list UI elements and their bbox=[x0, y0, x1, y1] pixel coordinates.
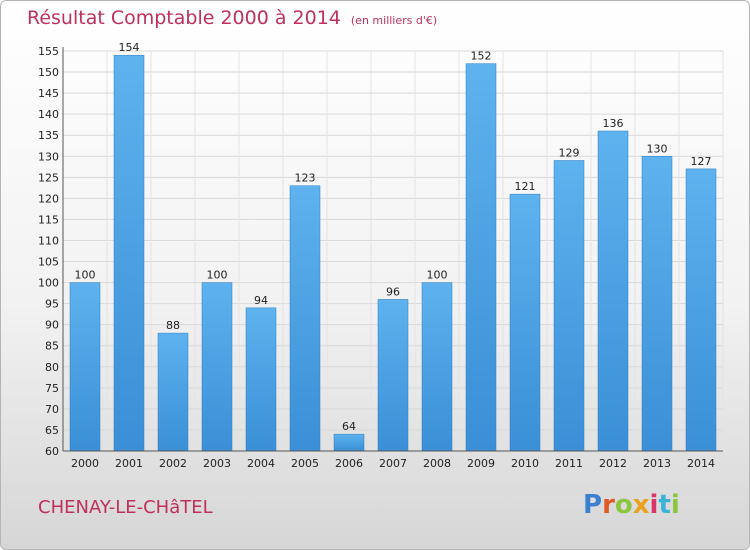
bar-2013[interactable] bbox=[641, 156, 673, 452]
logo-letter: t bbox=[658, 490, 671, 520]
data-label-2003: 100 bbox=[207, 269, 228, 282]
y-tick-label: 150 bbox=[38, 66, 59, 79]
y-tick-label: 120 bbox=[38, 192, 59, 205]
y-tick-label: 85 bbox=[45, 340, 59, 353]
proxiti-logo[interactable]: Proxiti bbox=[583, 490, 680, 520]
data-label-2002: 88 bbox=[166, 319, 180, 332]
y-tick-label: 155 bbox=[38, 45, 59, 58]
data-label-2009: 152 bbox=[471, 50, 492, 63]
y-tick-label: 75 bbox=[45, 382, 59, 395]
x-tick-label: 2007 bbox=[379, 457, 407, 470]
y-tick-label: 125 bbox=[38, 171, 59, 184]
x-tick-label: 2002 bbox=[159, 457, 187, 470]
city-name: CHENAY-LE-CHâTEL bbox=[38, 497, 213, 518]
y-tick-label: 145 bbox=[38, 87, 59, 100]
bar-2001[interactable] bbox=[113, 54, 145, 452]
data-label-2000: 100 bbox=[75, 269, 96, 282]
logo-letter: o bbox=[614, 490, 633, 520]
chart-title-text: Résultat Comptable 2000 à 2014 bbox=[27, 7, 341, 29]
data-label-2005: 123 bbox=[295, 172, 316, 185]
data-label-2006: 64 bbox=[342, 420, 356, 433]
data-label-2012: 136 bbox=[603, 117, 624, 130]
bar-2000[interactable] bbox=[69, 282, 101, 452]
x-tick-label: 2005 bbox=[291, 457, 319, 470]
bar-2012[interactable] bbox=[597, 130, 629, 452]
y-tick-label: 90 bbox=[45, 319, 59, 332]
bar-2004[interactable] bbox=[245, 307, 277, 452]
data-label-2010: 121 bbox=[515, 180, 536, 193]
y-tick-label: 95 bbox=[45, 298, 59, 311]
y-tick-label: 140 bbox=[38, 108, 59, 121]
bar-2014[interactable] bbox=[685, 168, 717, 452]
logo-letter: P bbox=[583, 490, 603, 520]
y-tick-label: 65 bbox=[45, 424, 59, 437]
data-label-2001: 154 bbox=[119, 41, 140, 54]
data-label-2007: 96 bbox=[386, 285, 400, 298]
data-label-2013: 130 bbox=[647, 142, 668, 155]
bar-2008[interactable] bbox=[421, 282, 453, 452]
bar-2003[interactable] bbox=[201, 282, 233, 452]
bar-2009[interactable] bbox=[465, 63, 497, 452]
y-tick-label: 130 bbox=[38, 150, 59, 163]
y-tick-label: 105 bbox=[38, 256, 59, 269]
data-label-2004: 94 bbox=[254, 294, 268, 307]
bar-2006[interactable] bbox=[333, 433, 365, 452]
y-tick-label: 80 bbox=[45, 361, 59, 374]
data-label-2008: 100 bbox=[427, 269, 448, 282]
x-tick-label: 2001 bbox=[115, 457, 143, 470]
y-tick-label: 110 bbox=[38, 234, 59, 247]
logo-letter: r bbox=[602, 490, 615, 520]
y-tick-label: 100 bbox=[38, 277, 59, 290]
x-tick-label: 2012 bbox=[599, 457, 627, 470]
x-tick-label: 2006 bbox=[335, 457, 363, 470]
bar-2002[interactable] bbox=[157, 332, 189, 452]
x-tick-label: 2009 bbox=[467, 457, 495, 470]
data-label-2011: 129 bbox=[559, 146, 580, 159]
x-tick-label: 2014 bbox=[687, 457, 715, 470]
logo-letter: i bbox=[649, 490, 659, 520]
y-tick-label: 135 bbox=[38, 129, 59, 142]
chart-title: Résultat Comptable 2000 à 2014 (en millie… bbox=[27, 7, 437, 29]
bar-2010[interactable] bbox=[509, 193, 541, 452]
x-tick-label: 2004 bbox=[247, 457, 275, 470]
y-tick-label: 60 bbox=[45, 445, 59, 458]
x-tick-label: 2011 bbox=[555, 457, 583, 470]
bar-2005[interactable] bbox=[289, 185, 321, 452]
y-tick-label: 115 bbox=[38, 213, 59, 226]
logo-letter: x bbox=[632, 490, 650, 520]
bar-2007[interactable] bbox=[377, 299, 409, 452]
x-tick-label: 2010 bbox=[511, 457, 539, 470]
x-tick-label: 2003 bbox=[203, 457, 231, 470]
bar-2011[interactable] bbox=[553, 160, 585, 452]
x-tick-label: 2013 bbox=[643, 457, 671, 470]
chart-subtitle: (en milliers d'€) bbox=[350, 14, 438, 27]
logo-letter: i bbox=[670, 490, 680, 520]
x-tick-label: 2008 bbox=[423, 457, 451, 470]
y-tick-label: 70 bbox=[45, 403, 59, 416]
x-tick-label: 2000 bbox=[71, 457, 99, 470]
data-label-2014: 127 bbox=[691, 155, 712, 168]
